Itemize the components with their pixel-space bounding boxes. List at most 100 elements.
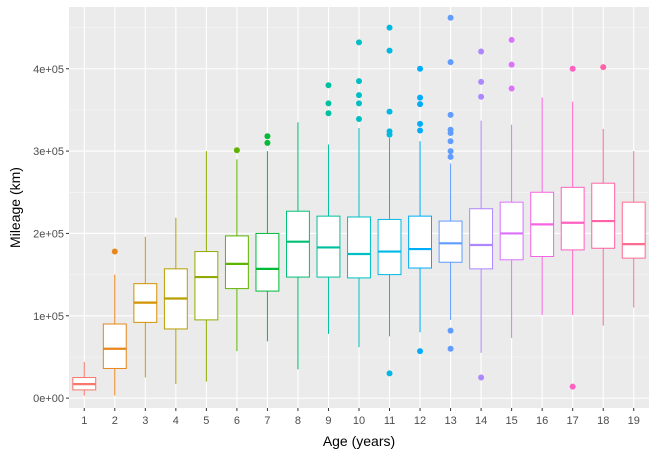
outlier-point [356, 39, 362, 46]
box-age-17 [560, 65, 585, 390]
x-tick-label: 3 [142, 415, 148, 427]
box-age-2 [102, 248, 127, 396]
box-age-18 [591, 64, 616, 326]
outlier-point [264, 139, 271, 146]
x-tick-label: 1 [81, 415, 87, 427]
x-tick-label: 5 [203, 415, 209, 427]
outlier-point [447, 59, 454, 66]
outlier-point [386, 370, 393, 377]
box-age-10 [347, 39, 371, 348]
outlier-point [447, 14, 454, 21]
box-age-4 [163, 217, 188, 385]
box-iqr [377, 218, 402, 276]
y-axis: 0e+00 1e+05 2e+05 3e+05 4e+05 [33, 64, 69, 405]
outlier-point [356, 92, 362, 99]
box-iqr [560, 186, 585, 251]
outlier-point [508, 61, 515, 68]
x-tick-label: 17 [567, 415, 579, 427]
outlier-point [417, 94, 424, 101]
box-iqr [621, 201, 646, 259]
box-age-14 [469, 48, 494, 381]
x-tick-label: 13 [444, 415, 456, 427]
outlier-point [569, 383, 576, 390]
outlier-point [325, 82, 332, 89]
outlier-point [569, 65, 576, 72]
box-age-19 [621, 151, 646, 308]
outlier-point [447, 148, 454, 155]
x-tick-label: 4 [173, 415, 179, 427]
outlier-point [417, 101, 424, 108]
box-series [72, 14, 646, 396]
outlier-point [417, 348, 424, 355]
x-tick-label: 6 [234, 415, 240, 427]
box-age-1 [72, 361, 97, 396]
box-age-12 [408, 65, 432, 355]
box-age-9 [316, 82, 341, 334]
x-tick-label: 7 [264, 415, 270, 427]
y-axis-title: Mileage (km) [7, 167, 23, 248]
x-tick-label: 12 [414, 415, 426, 427]
box-iqr [224, 235, 249, 290]
x-tick-label: 14 [475, 415, 487, 427]
x-tick-label: 18 [597, 415, 609, 427]
x-tick-label: 10 [353, 415, 365, 427]
outlier-point [447, 138, 454, 145]
outlier-point [386, 24, 393, 31]
box-age-16 [530, 97, 555, 315]
x-axis: 1 2 3 4 5 6 7 8 9 10 11 12 13 14 15 16 17 18 19 [81, 408, 640, 427]
outlier-point [325, 110, 332, 117]
x-axis-title: Age (years) [323, 433, 395, 449]
box-age-6 [224, 147, 249, 352]
outlier-point [356, 100, 362, 107]
box-iqr [499, 201, 524, 261]
outlier-point [325, 100, 332, 107]
outlier-point [233, 147, 240, 154]
outlier-point [478, 374, 485, 381]
box-age-8 [286, 122, 310, 370]
box-iqr [347, 216, 371, 279]
outlier-point [386, 128, 393, 135]
box-age-15 [499, 36, 524, 339]
outlier-point [417, 120, 424, 127]
x-tick-label: 15 [506, 415, 518, 427]
outlier-point [417, 65, 424, 72]
outlier-point [600, 64, 607, 71]
outlier-point [264, 133, 271, 140]
outlier-point [478, 78, 485, 85]
outlier-point [508, 85, 515, 92]
outlier-point [386, 47, 393, 54]
box-iqr [438, 220, 463, 263]
outlier-point [447, 153, 454, 160]
x-tick-label: 16 [536, 415, 548, 427]
box-iqr [194, 251, 219, 321]
y-tick-label: 0e+00 [33, 393, 64, 405]
y-tick-label: 1e+05 [33, 311, 64, 323]
x-tick-label: 19 [628, 415, 640, 427]
outlier-point [447, 111, 454, 118]
y-tick-label: 2e+05 [33, 228, 64, 240]
box-age-7 [255, 133, 280, 342]
outlier-point [356, 115, 362, 122]
box-age-11 [377, 24, 402, 377]
x-tick-label: 9 [325, 415, 331, 427]
outlier-point [447, 126, 454, 133]
outlier-point [447, 327, 454, 334]
outlier-point [478, 93, 485, 100]
box-iqr [255, 232, 280, 292]
outlier-point [386, 108, 393, 115]
box-iqr [469, 208, 494, 270]
box-iqr [286, 210, 310, 278]
box-iqr [591, 182, 616, 249]
x-tick-label: 8 [295, 415, 301, 427]
y-tick-label: 3e+05 [33, 146, 64, 158]
outlier-point [111, 248, 118, 255]
y-tick-label: 4e+05 [33, 64, 64, 76]
outlier-point [478, 48, 485, 55]
outlier-point [508, 36, 515, 43]
x-tick-label: 11 [384, 415, 395, 427]
box-age-3 [133, 236, 158, 378]
outlier-point [447, 345, 454, 352]
outlier-point [356, 78, 362, 85]
box-iqr [408, 215, 432, 269]
